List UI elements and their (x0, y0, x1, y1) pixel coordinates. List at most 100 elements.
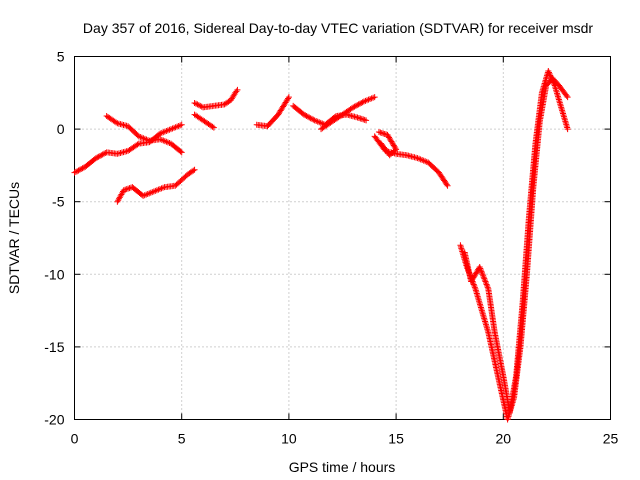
data-point (481, 277, 488, 284)
data-point (355, 101, 362, 108)
data-point (359, 99, 366, 106)
data-point (197, 102, 204, 109)
data-point (356, 100, 363, 107)
data-point (209, 123, 216, 130)
series-arc-4 (191, 86, 241, 111)
x-tick-label: 5 (178, 431, 186, 447)
data-point (363, 117, 370, 124)
data-point (547, 72, 554, 79)
series-arc-2 (103, 113, 185, 156)
data-point (234, 86, 241, 93)
data-point (191, 99, 198, 106)
data-point (378, 140, 385, 147)
y-axis-label: SDTVAR / TECUs (6, 182, 22, 294)
data-point (194, 101, 201, 108)
data-point (550, 79, 557, 86)
x-tick-label: 0 (71, 431, 79, 447)
y-tick-label: -5 (52, 194, 65, 210)
x-tick-label: 10 (281, 431, 297, 447)
data-point (476, 264, 483, 271)
data-point (471, 282, 478, 289)
series-arc-8 (318, 94, 378, 133)
data-point (74, 168, 81, 175)
data-point (134, 141, 141, 148)
data-point (471, 284, 478, 291)
data-point (100, 150, 107, 157)
data-point (484, 284, 491, 291)
data-point (547, 73, 554, 80)
data-point (371, 94, 378, 101)
data-point (351, 103, 358, 110)
series-arc-6 (253, 94, 292, 130)
data-point (178, 149, 185, 156)
data-point (354, 102, 361, 109)
data-point (358, 99, 365, 106)
data-point (79, 165, 86, 172)
data-point (308, 115, 315, 122)
y-tick-label: 5 (57, 49, 65, 65)
data-point (98, 152, 105, 159)
x-tick-label: 25 (603, 431, 619, 447)
data-point (352, 102, 359, 109)
data-point (480, 274, 487, 281)
series-arc-11 (457, 75, 571, 423)
chart-title: Day 357 of 2016, Sidereal Day-to-day VTE… (83, 20, 593, 36)
data-point (477, 266, 484, 273)
data-point (99, 151, 106, 158)
data-point (443, 181, 450, 188)
data-point (75, 167, 82, 174)
data-point (95, 153, 102, 160)
data-point (546, 70, 553, 77)
data-point (564, 126, 571, 133)
data-point (92, 155, 99, 162)
plot-frame (74, 56, 611, 420)
series-arc-7 (290, 102, 370, 128)
data-point (484, 282, 491, 289)
data-point (113, 119, 120, 126)
data-point (482, 278, 489, 285)
data-point (549, 76, 556, 83)
data-point (548, 75, 555, 82)
data-point (192, 100, 199, 107)
data-point (306, 114, 313, 121)
data-point (78, 166, 85, 173)
x-tick-label: 20 (496, 431, 512, 447)
y-tick-label: 0 (57, 121, 65, 137)
data-point (94, 154, 101, 161)
data-point (300, 111, 307, 118)
y-tick-label: -20 (44, 412, 64, 428)
data-point (549, 78, 556, 85)
data-point (477, 265, 484, 272)
data-point (483, 281, 490, 288)
data-point (76, 166, 83, 173)
data-point (480, 272, 487, 279)
data-point (563, 92, 570, 99)
data-point (285, 94, 292, 101)
data-point (481, 275, 488, 282)
tick-layer: 0 5 10 15 20 25 5 0 -5 -10 -15 -20 (44, 49, 618, 447)
data-point (302, 112, 309, 119)
data-point (483, 280, 490, 287)
data-point (551, 81, 558, 88)
data-point (71, 169, 78, 176)
data-point (233, 88, 240, 95)
data-point (210, 124, 217, 131)
x-axis-label: GPS time / hours (289, 459, 396, 475)
data-layer (71, 68, 571, 423)
data-point (470, 281, 477, 288)
data-point (379, 141, 386, 148)
grid-layer (74, 56, 611, 420)
data-point (177, 148, 184, 155)
y-tick-label: -10 (44, 266, 64, 282)
data-point (304, 113, 311, 120)
series-arc-9 (371, 133, 451, 189)
series-arc-12 (461, 68, 571, 416)
data-point (444, 182, 451, 189)
data-point (307, 115, 314, 122)
data-point (478, 268, 485, 275)
y-tick-label: -15 (44, 339, 64, 355)
series-arc-10 (375, 129, 400, 159)
series-arc-5 (191, 111, 217, 131)
data-point (178, 121, 185, 128)
